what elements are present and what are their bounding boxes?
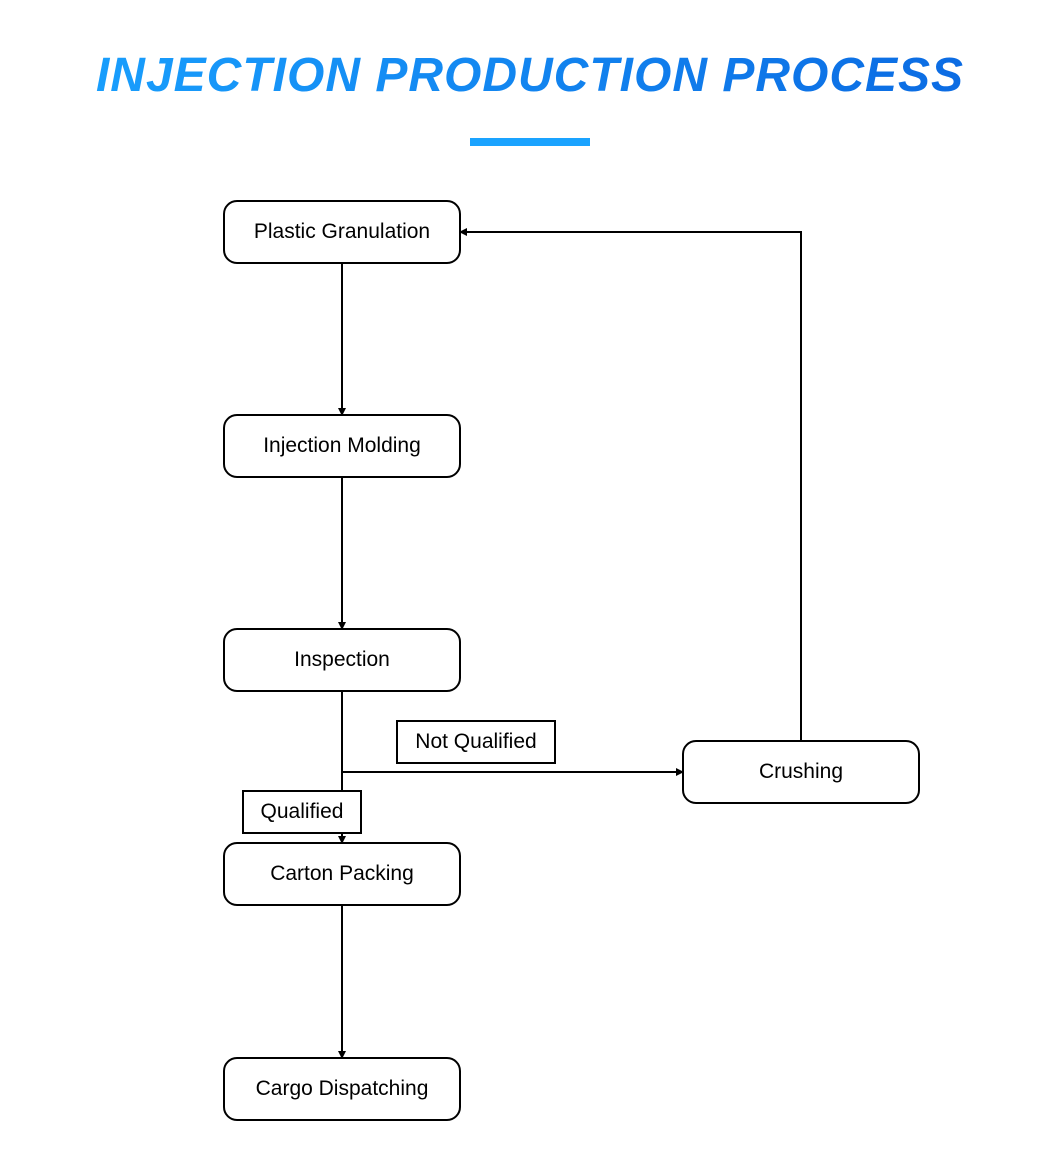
node-molding: Injection Molding bbox=[223, 414, 461, 478]
title-underline bbox=[470, 138, 590, 146]
node-dispatch: Cargo Dispatching bbox=[223, 1057, 461, 1121]
flowchart-edges bbox=[0, 0, 1060, 1173]
label-qualified: Qualified bbox=[242, 790, 362, 834]
node-packing: Carton Packing bbox=[223, 842, 461, 906]
label-not_qualified: Not Qualified bbox=[396, 720, 556, 764]
node-inspection: Inspection bbox=[223, 628, 461, 692]
node-crushing: Crushing bbox=[682, 740, 920, 804]
edge-crushing-granulation bbox=[461, 232, 801, 740]
page-title: INJECTION PRODUCTION PROCESS bbox=[0, 48, 1060, 103]
node-granulation: Plastic Granulation bbox=[223, 200, 461, 264]
